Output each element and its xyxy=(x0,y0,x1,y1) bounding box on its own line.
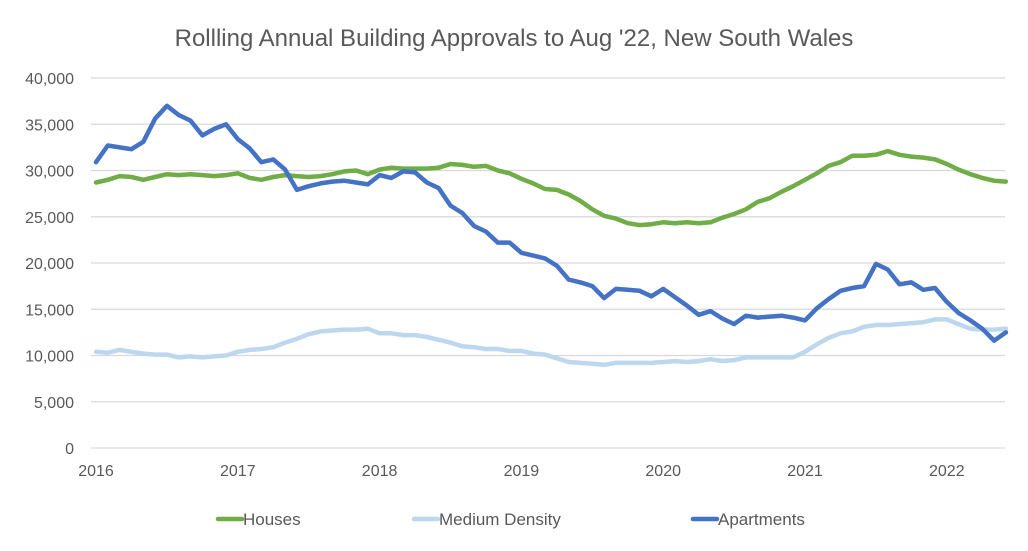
legend-label: Houses xyxy=(243,510,301,529)
series-line-houses xyxy=(93,148,1009,228)
y-tick-label: 30,000 xyxy=(25,164,74,181)
legend-label: Medium Density xyxy=(439,510,561,529)
y-tick-label: 25,000 xyxy=(25,210,74,227)
x-tick-label: 2022 xyxy=(929,463,965,480)
legend-item-apartments: Apartments xyxy=(690,510,805,529)
y-tick-label: 0 xyxy=(65,441,74,458)
x-tick-label: 2021 xyxy=(787,463,823,480)
series-lines xyxy=(93,103,1009,368)
series-line-medium-density xyxy=(93,317,1009,368)
y-tick-label: 35,000 xyxy=(25,117,74,134)
y-tick-label: 15,000 xyxy=(25,302,74,319)
legend-label: Apartments xyxy=(718,510,805,529)
legend: Houses Medium Density Apartments xyxy=(215,510,805,529)
y-axis-ticks: 0 5,000 10,000 15,000 20,000 25,000 30,000 35,0… xyxy=(25,71,74,458)
gridlines xyxy=(91,77,1005,449)
y-tick-label: 5,000 xyxy=(34,395,74,412)
legend-item-medium-density: Medium Density xyxy=(411,510,561,529)
y-tick-label: 10,000 xyxy=(25,349,74,366)
x-tick-label: 2020 xyxy=(645,463,681,480)
x-tick-label: 2018 xyxy=(362,463,398,480)
legend-item-houses: Houses xyxy=(215,510,301,529)
y-tick-label: 40,000 xyxy=(25,71,74,88)
y-tick-label: 20,000 xyxy=(25,256,74,273)
x-tick-label: 2019 xyxy=(504,463,540,480)
x-axis-ticks: 2016 2017 2018 2019 2020 2021 2022 xyxy=(78,463,964,480)
series-line-apartments xyxy=(93,103,1009,343)
x-tick-label: 2016 xyxy=(78,463,114,480)
chart-title: Rollling Annual Building Approvals to Au… xyxy=(175,25,854,52)
x-tick-label: 2017 xyxy=(220,463,256,480)
